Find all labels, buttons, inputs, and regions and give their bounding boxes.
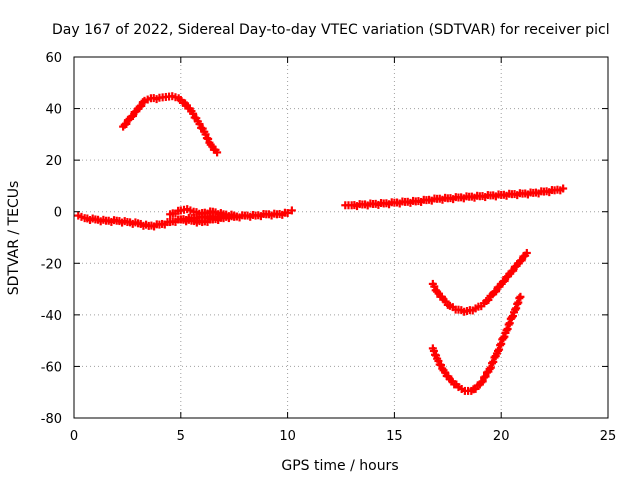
data-point-fill <box>201 130 210 139</box>
data-point-fill <box>481 372 490 381</box>
data-point <box>219 214 228 223</box>
data-point-fill <box>488 359 497 368</box>
series-arc-peak <box>119 92 222 157</box>
plot-frame <box>73 56 609 419</box>
data-point-fill <box>485 365 494 374</box>
data-point <box>559 184 568 193</box>
y-tick-label: 0 <box>54 206 62 221</box>
y-tick-label: -40 <box>41 309 62 324</box>
y-tick-label: -20 <box>41 257 62 272</box>
data-point-fill <box>486 363 495 372</box>
x-tick-label: 20 <box>493 429 510 444</box>
x-tick-label: 5 <box>177 429 185 444</box>
y-tick-label: -80 <box>41 412 62 427</box>
series-arc-late-rising <box>341 184 568 211</box>
data-point-fill <box>430 282 439 291</box>
x-axis-label: GPS time / hours <box>281 458 398 474</box>
data-point-fill <box>489 357 498 366</box>
x-tick-label: 10 <box>279 429 296 444</box>
x-tick-label: 15 <box>386 429 403 444</box>
axis-ticks: 0 5 10 15 20 25 -80 -60 -40 -20 0 20 40 60 <box>41 51 617 444</box>
data-point <box>283 209 292 218</box>
data-point <box>230 211 239 220</box>
series-arc-u-lower <box>428 292 525 395</box>
y-tick-label: 20 <box>45 154 62 169</box>
series-arc-dip <box>176 213 228 227</box>
series-arc-bump <box>166 205 239 221</box>
x-tick-label: 25 <box>600 429 617 444</box>
series-arc-u-upper <box>428 248 531 316</box>
y-tick-label: 60 <box>45 51 62 66</box>
y-axis-label: SDTVAR / TECUs <box>6 181 22 296</box>
data-point-fill <box>484 295 493 304</box>
chart-title: Day 167 of 2022, Sidereal Day-to-day VTE… <box>52 22 610 38</box>
data-point <box>213 148 222 157</box>
data-point <box>522 248 531 257</box>
data-series <box>74 92 568 395</box>
grid-lines <box>74 57 608 418</box>
data-point-fill <box>204 134 213 143</box>
data-point <box>287 206 296 215</box>
data-point-fill <box>478 377 487 386</box>
x-tick-label: 0 <box>70 429 78 444</box>
y-tick-label: -60 <box>41 360 62 375</box>
y-tick-label: 40 <box>45 103 62 118</box>
data-point <box>516 292 525 301</box>
